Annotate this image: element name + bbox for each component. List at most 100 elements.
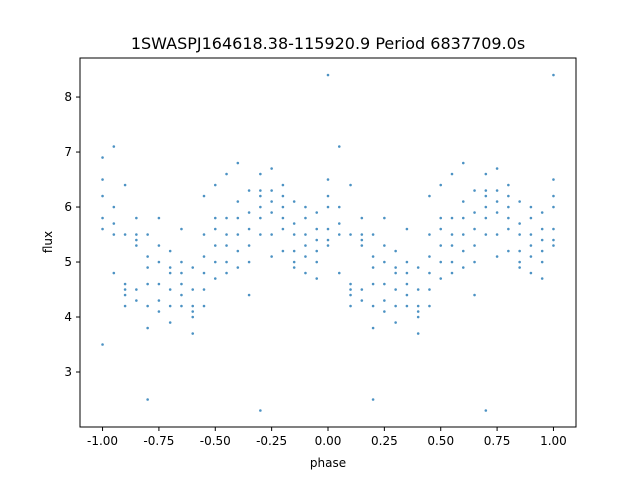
- data-point: [315, 227, 319, 231]
- data-point: [135, 244, 138, 247]
- x-axis-label: phase: [310, 456, 346, 470]
- data-point: [247, 260, 251, 264]
- data-point: [473, 260, 476, 264]
- data-point: [112, 205, 116, 209]
- data-point: [552, 238, 555, 242]
- data-point: [416, 332, 420, 335]
- data-point: [247, 227, 251, 231]
- data-point: [315, 277, 319, 280]
- data-point: [202, 233, 206, 236]
- data-point: [529, 205, 533, 209]
- data-point: [507, 194, 510, 198]
- data-point: [157, 216, 161, 220]
- data-point: [428, 288, 431, 291]
- data-point: [157, 244, 161, 247]
- data-point: [450, 260, 454, 264]
- data-point: [213, 260, 217, 264]
- data-point: [146, 255, 149, 258]
- data-point: [540, 277, 544, 280]
- data-point: [135, 238, 138, 242]
- data-point: [292, 260, 296, 264]
- data-point: [394, 321, 397, 324]
- x-tick-label: -0.50: [200, 434, 231, 448]
- data-point: [383, 216, 386, 220]
- data-point: [540, 249, 544, 253]
- data-point: [518, 222, 521, 225]
- data-point: [394, 288, 397, 291]
- data-point: [146, 326, 149, 330]
- data-point: [247, 189, 251, 192]
- data-point: [461, 161, 465, 165]
- data-point: [383, 244, 386, 247]
- data-point: [484, 233, 488, 236]
- data-point: [326, 244, 330, 247]
- y-tick-label: 4: [64, 310, 72, 324]
- y-tick-label: 8: [64, 90, 72, 104]
- data-point: [236, 161, 240, 165]
- data-point: [349, 293, 352, 297]
- y-tick-label: 6: [64, 200, 72, 214]
- data-point: [123, 288, 127, 291]
- data-point: [326, 238, 330, 242]
- data-point: [529, 255, 533, 258]
- data-point: [552, 244, 555, 247]
- data-point: [236, 249, 240, 253]
- data-point: [247, 211, 251, 214]
- data-point: [236, 266, 240, 269]
- data-point: [349, 288, 352, 291]
- data-point: [552, 227, 555, 231]
- data-point: [428, 271, 431, 275]
- data-point: [484, 216, 488, 220]
- data-point: [337, 271, 341, 275]
- data-point: [461, 266, 465, 269]
- data-point: [439, 277, 443, 280]
- data-point: [518, 266, 521, 269]
- data-point: [540, 260, 544, 264]
- data-point: [270, 211, 273, 214]
- data-point: [304, 244, 307, 247]
- data-point: [101, 194, 104, 198]
- data-point: [180, 271, 183, 275]
- data-point: [180, 227, 183, 231]
- data-point: [225, 260, 228, 264]
- data-point: [191, 304, 195, 308]
- data-point: [326, 194, 330, 198]
- data-point: [213, 244, 217, 247]
- data-point: [405, 227, 409, 231]
- data-point: [371, 398, 375, 401]
- data-point: [428, 255, 431, 258]
- data-point: [428, 194, 431, 198]
- data-point: [416, 288, 420, 291]
- y-axis: 3 4 5 6 7 8: [64, 90, 80, 379]
- data-point: [259, 189, 262, 192]
- data-point: [337, 145, 341, 148]
- data-point: [450, 271, 454, 275]
- data-point: [146, 398, 149, 401]
- data-point: [225, 244, 228, 247]
- data-point: [247, 244, 251, 247]
- data-point: [518, 233, 521, 236]
- data-point: [518, 200, 521, 203]
- data-point: [405, 271, 409, 275]
- data-point: [292, 200, 296, 203]
- data-point: [450, 216, 454, 220]
- data-point: [146, 233, 149, 236]
- data-point: [270, 189, 273, 192]
- data-point: [270, 233, 273, 236]
- y-tick-label: 5: [64, 255, 72, 269]
- data-point: [552, 73, 555, 77]
- data-point: [473, 293, 476, 297]
- data-point: [371, 266, 375, 269]
- data-point: [202, 271, 206, 275]
- data-point: [416, 304, 420, 308]
- data-point: [416, 315, 420, 319]
- data-point: [281, 249, 285, 253]
- data-point: [213, 216, 217, 220]
- data-point: [281, 194, 285, 198]
- data-point: [270, 255, 273, 258]
- data-point: [529, 244, 533, 247]
- data-point: [507, 205, 510, 209]
- data-point: [270, 167, 273, 170]
